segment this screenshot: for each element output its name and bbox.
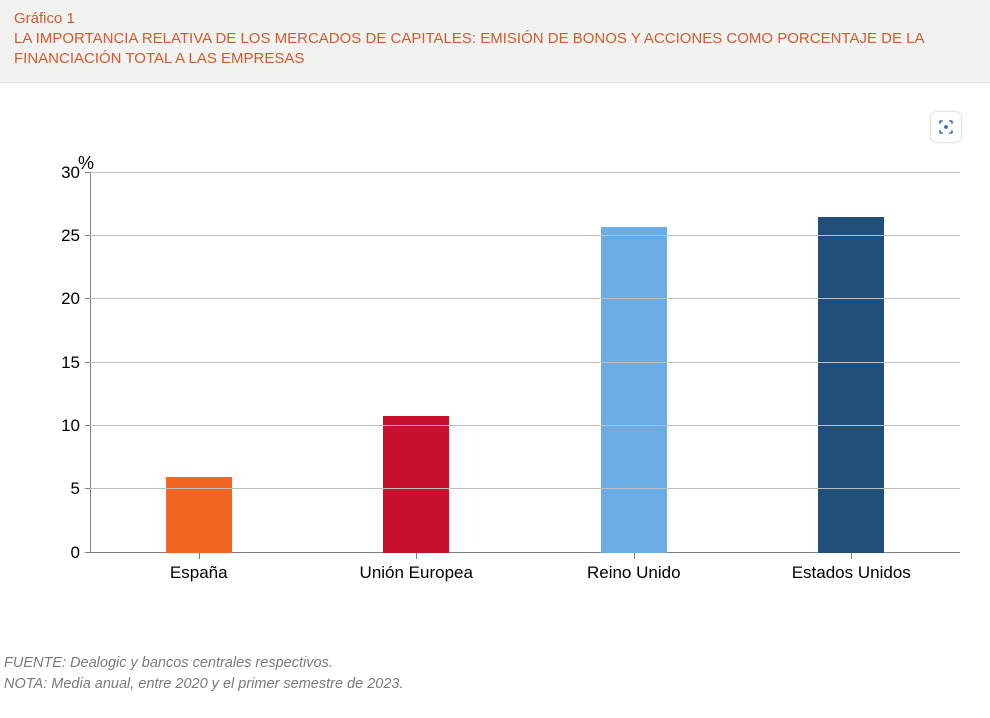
chart-title: LA IMPORTANCIA RELATIVA DE LOS MERCADOS … <box>14 29 976 70</box>
bar-slot: Reino Unido <box>525 173 743 553</box>
x-tick-label: España <box>170 553 228 583</box>
y-tick-mark <box>85 298 90 299</box>
y-tick-mark <box>85 172 90 173</box>
y-tick-label: 25 <box>50 226 90 246</box>
x-tick-label: Unión Europea <box>360 553 473 583</box>
grid-line <box>90 235 960 236</box>
chart-number: Gráfico 1 <box>14 10 976 27</box>
bar-slot: Unión Europea <box>308 173 526 553</box>
toolbar <box>0 83 990 143</box>
chart-container: % EspañaUnión EuropeaReino UnidoEstados … <box>0 143 990 593</box>
bar-slot: Estados Unidos <box>743 173 961 553</box>
y-tick-mark <box>85 235 90 236</box>
y-tick-label: 15 <box>50 353 90 373</box>
image-lens-icon[interactable] <box>930 111 962 143</box>
plot-area: EspañaUnión EuropeaReino UnidoEstados Un… <box>90 173 960 553</box>
footnotes: FUENTE: Dealogic y bancos centrales resp… <box>0 593 990 717</box>
y-tick-label: 30 <box>50 163 90 183</box>
source-note: FUENTE: Dealogic y bancos centrales resp… <box>4 653 986 675</box>
y-tick-label: 20 <box>50 289 90 309</box>
grid-line <box>90 425 960 426</box>
y-tick-label: 0 <box>50 543 90 563</box>
chart-header: Gráfico 1 LA IMPORTANCIA RELATIVA DE LOS… <box>0 0 990 83</box>
y-tick-mark <box>85 362 90 363</box>
grid-line <box>90 298 960 299</box>
method-note: NOTA: Media anual, entre 2020 y el prime… <box>4 674 986 696</box>
x-tick-label: Reino Unido <box>587 553 681 583</box>
y-tick-label: 10 <box>50 416 90 436</box>
bar <box>601 227 667 553</box>
y-tick-mark <box>85 488 90 489</box>
bar <box>818 217 884 553</box>
x-tick-label: Estados Unidos <box>792 553 911 583</box>
grid-line <box>90 362 960 363</box>
y-tick-mark <box>85 425 90 426</box>
y-tick-mark <box>85 552 90 553</box>
grid-line <box>90 172 960 173</box>
y-tick-label: 5 <box>50 479 90 499</box>
grid-line <box>90 488 960 489</box>
bar-slot: España <box>90 173 308 553</box>
bars-row: EspañaUnión EuropeaReino UnidoEstados Un… <box>90 173 960 553</box>
bar <box>383 416 449 553</box>
